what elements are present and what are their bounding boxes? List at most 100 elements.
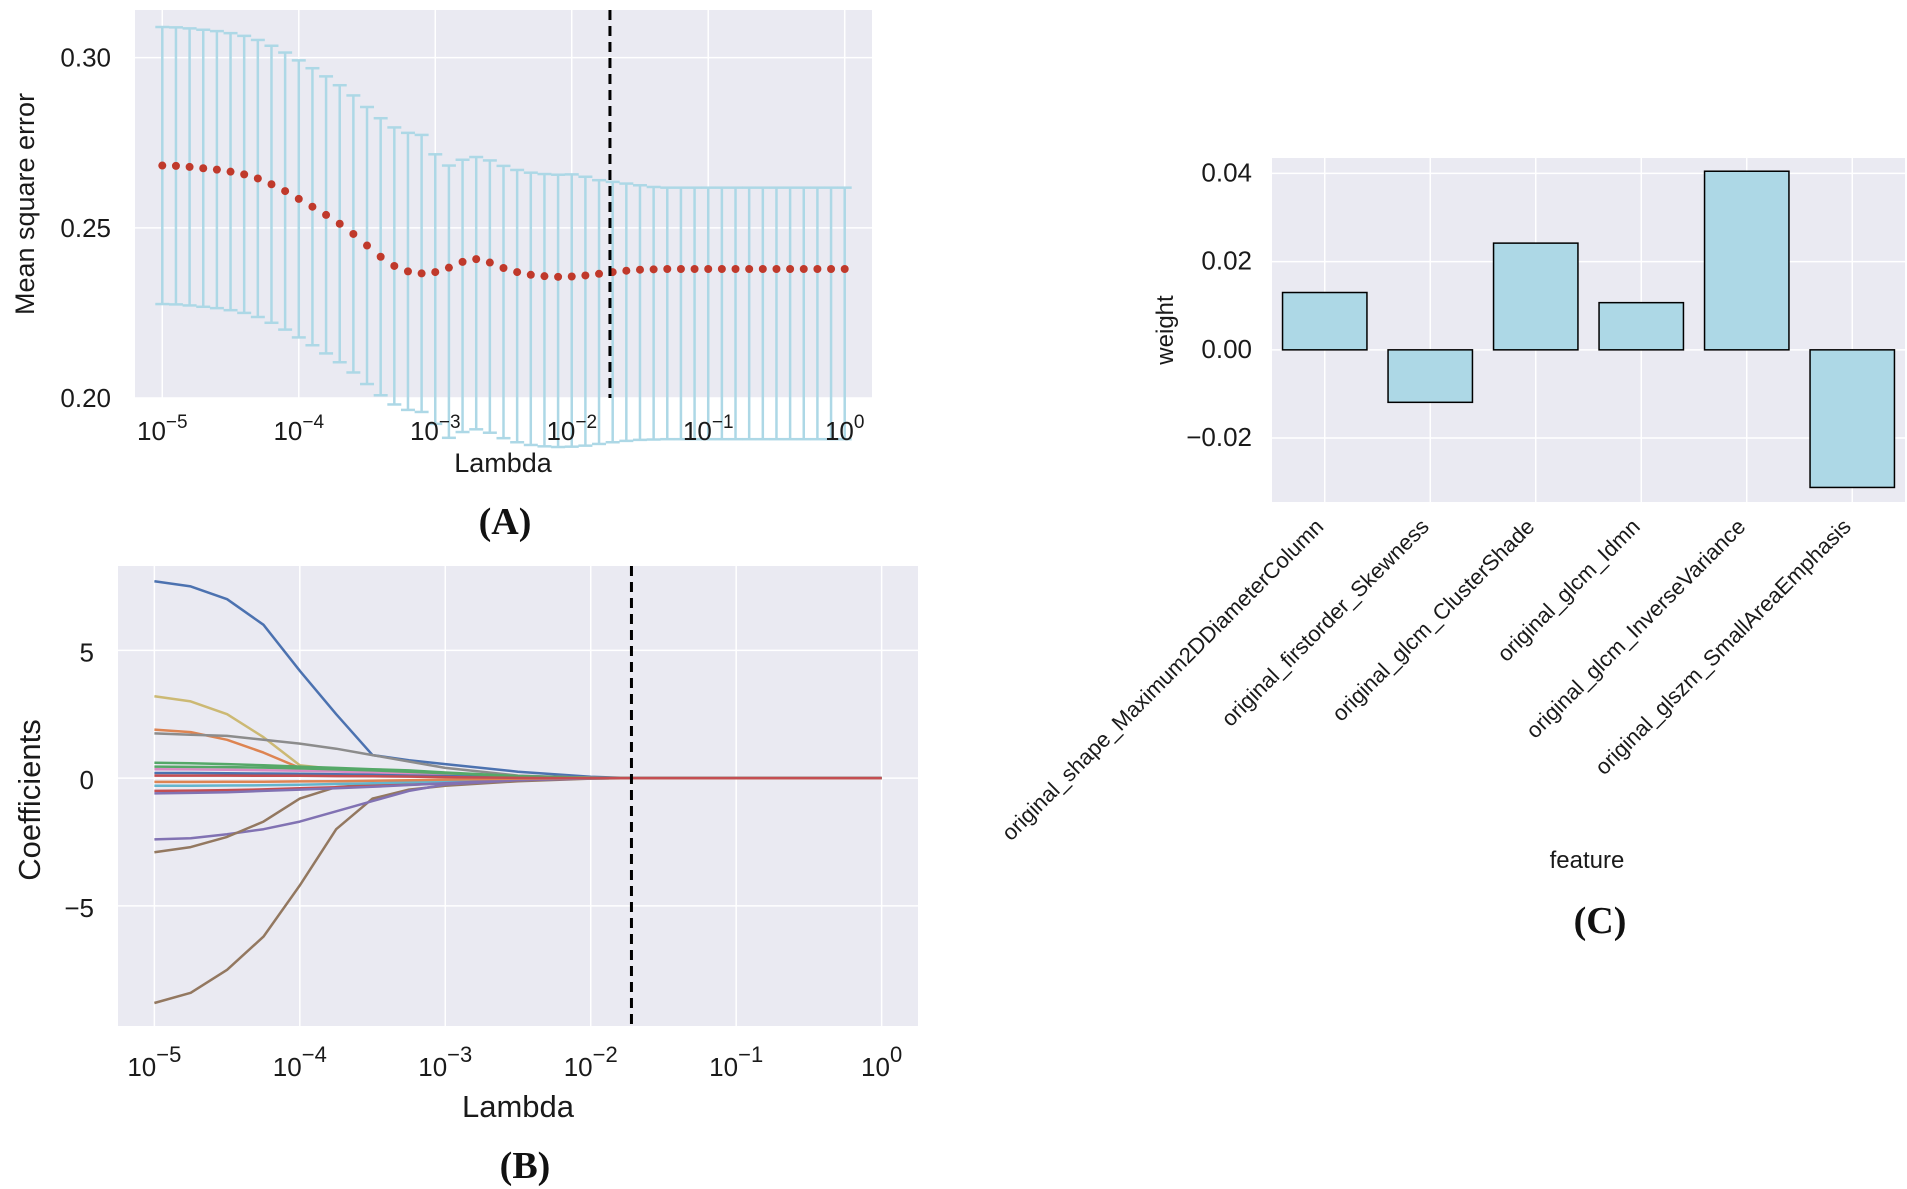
chart-a-mean-point <box>363 241 372 250</box>
chart-b-x-tick-label: 10−1 <box>709 1042 763 1082</box>
chart-a-mean-point <box>281 187 290 196</box>
chart-b-x-tick-label: 10−2 <box>564 1042 618 1082</box>
chart-a-x-tick-label: 10−4 <box>273 412 324 446</box>
chart-a-mean-point <box>431 268 440 277</box>
chart-a: 10−5 10−4 10−3 10−2 10−1 100 0.20 0.25 0.30 Lam… <box>10 10 872 543</box>
chart-a-mean-point <box>717 265 726 274</box>
chart-a-mean-point <box>349 229 358 238</box>
chart-b-y-axis-label: Coefficients <box>12 719 47 880</box>
chart-c-category-label: original_glcm_InverseVariance <box>1521 514 1750 743</box>
chart-b-x-ticks: 10−5 10−4 10−3 10−2 10−1 100 <box>127 1042 902 1082</box>
chart-a-mean-point <box>158 161 167 170</box>
chart-b-y-tick-label: −5 <box>64 893 94 923</box>
chart-a-mean-point <box>376 252 385 261</box>
chart-a-mean-point <box>499 263 508 272</box>
chart-a-mean-point <box>458 257 467 266</box>
chart-a-mean-point <box>322 210 331 219</box>
chart-b: 10−5 10−4 10−3 10−2 10−1 100 5 0 −5 Lambda Coef… <box>12 566 918 1187</box>
chart-b-gridlines <box>118 566 918 1026</box>
chart-a-mean-point <box>554 272 563 281</box>
chart-c-bar <box>1281 291 1368 351</box>
chart-b-plot-area <box>118 566 918 1026</box>
chart-a-mean-point <box>485 258 494 267</box>
chart-a-mean-point <box>171 161 180 170</box>
chart-a-mean-point <box>772 265 781 274</box>
chart-a-mean-point <box>840 265 849 274</box>
chart-a-mean-point <box>199 164 208 173</box>
chart-a-mean-point <box>417 269 426 278</box>
chart-a-mean-point <box>676 265 685 274</box>
chart-c-category-label: original_firstorder_Skewness <box>1216 514 1433 731</box>
chart-a-mean-point <box>649 265 658 274</box>
chart-a-y-tick-label: 0.30 <box>60 43 111 73</box>
chart-a-mean-point <box>540 272 549 281</box>
chart-a-mean-point <box>335 219 344 228</box>
chart-b-x-axis-label: Lambda <box>462 1089 575 1124</box>
chart-a-mean-point <box>185 162 194 171</box>
chart-a-mean-point <box>786 265 795 274</box>
chart-a-mean-point <box>731 265 740 274</box>
chart-b-y-tick-label: 0 <box>80 765 94 795</box>
chart-b-coefficient-line <box>154 774 882 780</box>
chart-a-mean-point <box>595 269 604 278</box>
chart-a-mean-point <box>622 266 631 275</box>
chart-c-category-labels: original_shape_Maximum2DDiameterColumnor… <box>997 514 1856 846</box>
chart-a-mean-point <box>704 265 713 274</box>
chart-c-y-tick-label: 0.00 <box>1201 334 1252 364</box>
chart-a-mean-point <box>212 165 221 174</box>
chart-c-y-axis-label: weight <box>1152 295 1179 366</box>
chart-a-mean-point <box>294 194 303 203</box>
chart-a-mean-point <box>513 268 522 277</box>
chart-a-x-tick-label: 10−3 <box>410 412 461 446</box>
panel-label-a: (A) <box>479 501 532 543</box>
chart-b-x-tick-label: 100 <box>861 1042 902 1082</box>
chart-a-mean-point <box>403 267 412 276</box>
chart-a-mean-point <box>240 170 249 179</box>
chart-c-bar <box>1492 242 1579 351</box>
chart-c-bar <box>1703 170 1790 351</box>
chart-c-bars <box>1281 170 1896 489</box>
chart-a-x-tick-label: 10−5 <box>137 412 188 446</box>
chart-c-bar <box>1387 349 1474 404</box>
chart-b-x-tick-label: 10−4 <box>273 1042 327 1082</box>
panel-label-b: (B) <box>500 1145 551 1187</box>
chart-c-y-ticks: 0.04 0.02 0.00 −0.02 <box>1186 157 1252 452</box>
chart-a-y-ticks: 0.20 0.25 0.30 <box>60 43 111 413</box>
chart-c-y-tick-label: −0.02 <box>1186 422 1252 452</box>
chart-b-x-tick-label: 10−3 <box>418 1042 472 1082</box>
panel-label-c: (C) <box>1574 900 1627 942</box>
chart-a-mean-point <box>799 265 808 274</box>
chart-a-mean-point <box>472 255 481 264</box>
chart-a-mean-point <box>663 265 672 274</box>
chart-b-coefficient-paths <box>154 580 882 1005</box>
chart-a-mean-point <box>827 265 836 274</box>
chart-a-x-tick-label: 10−1 <box>683 412 734 446</box>
chart-a-mean-point <box>444 263 453 272</box>
chart-b-y-ticks: 5 0 −5 <box>64 637 94 923</box>
chart-a-mean-point <box>813 265 822 274</box>
chart-a-mean-point <box>745 265 754 274</box>
chart-a-mean-point <box>308 202 317 211</box>
chart-b-y-tick-label: 5 <box>80 637 94 667</box>
chart-a-mean-point <box>226 167 235 176</box>
chart-a-mean-point <box>267 180 276 189</box>
chart-a-mean-point <box>758 265 767 274</box>
chart-c-y-tick-label: 0.02 <box>1201 246 1252 276</box>
chart-c-x-axis-label: feature <box>1550 847 1625 874</box>
chart-a-mean-point <box>635 265 644 274</box>
chart-c-category-label: original_glcm_ClusterShade <box>1327 514 1539 726</box>
chart-a-x-ticks: 10−5 10−4 10−3 10−2 10−1 100 <box>137 412 864 446</box>
chart-a-mean-point <box>581 271 590 280</box>
chart-a-mean-point <box>390 261 399 270</box>
chart-a-mean-point <box>567 272 576 281</box>
chart-a-y-axis-label: Mean square error <box>10 93 40 315</box>
chart-c-bar <box>1598 301 1685 351</box>
chart-c-y-tick-label: 0.04 <box>1201 157 1252 187</box>
chart-a-mean-point <box>526 270 535 279</box>
chart-a-x-axis-label: Lambda <box>454 448 553 478</box>
chart-c: 0.04 0.02 0.00 −0.02 original_shape_Maximum… <box>997 157 1905 942</box>
chart-a-y-tick-label: 0.20 <box>60 383 111 413</box>
chart-a-x-tick-label: 100 <box>825 412 865 446</box>
chart-a-mean-point <box>253 174 262 183</box>
